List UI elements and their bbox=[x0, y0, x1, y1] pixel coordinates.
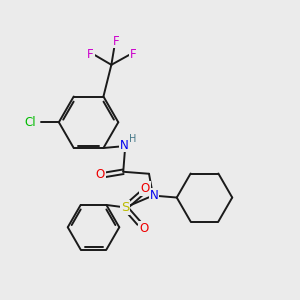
Text: F: F bbox=[130, 48, 136, 62]
Text: N: N bbox=[150, 189, 158, 202]
Text: F: F bbox=[87, 48, 94, 62]
Text: H: H bbox=[130, 134, 137, 144]
Text: O: O bbox=[96, 168, 105, 181]
Text: S: S bbox=[121, 201, 129, 214]
Text: Cl: Cl bbox=[24, 116, 36, 129]
Text: O: O bbox=[140, 222, 149, 235]
Text: O: O bbox=[140, 182, 150, 195]
Text: F: F bbox=[113, 34, 120, 47]
Text: N: N bbox=[120, 139, 129, 152]
